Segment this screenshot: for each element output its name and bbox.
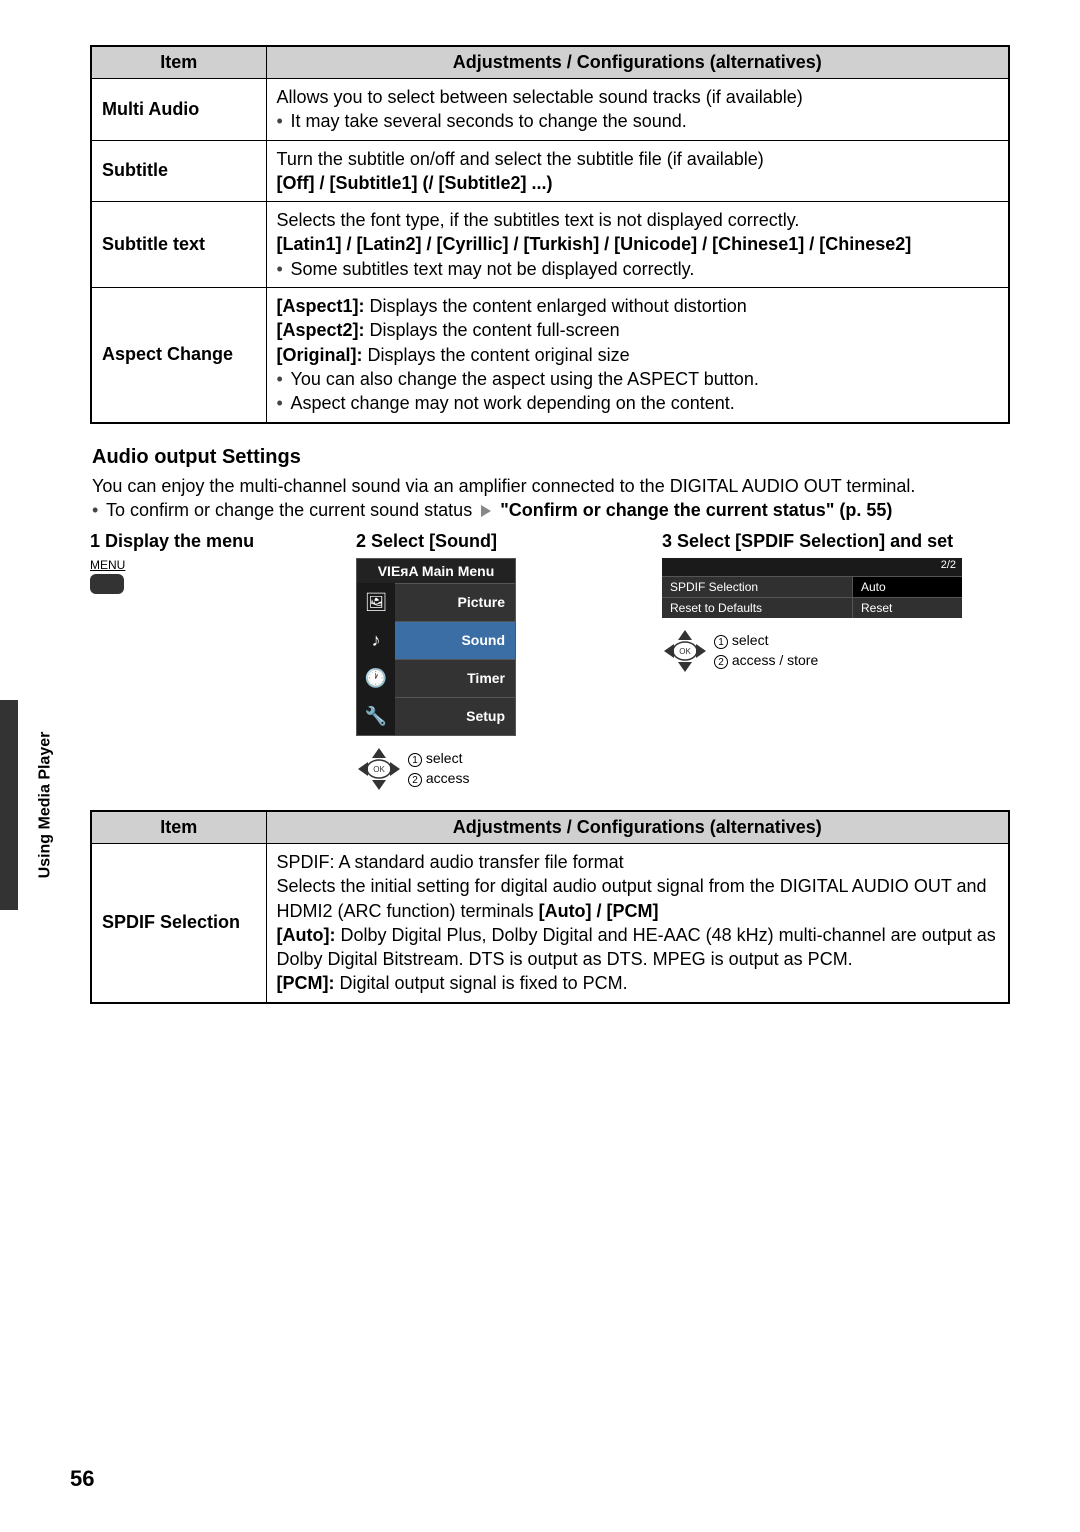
item-desc: SPDIF: A standard audio transfer file fo…: [266, 843, 1009, 1002]
item-label: Aspect Change: [91, 288, 266, 423]
col-adjust: Adjustments / Configurations (alternativ…: [266, 46, 1009, 79]
step-3: 3 Select [SPDIF Selection] and set 2/2 S…: [662, 531, 1010, 792]
spdif-panel: 2/2 SPDIF Selection Auto Reset to Defaul…: [662, 558, 962, 618]
setup-icon: 🔧: [357, 697, 395, 735]
row-aspect-change: Aspect Change [Aspect1]: Displays the co…: [91, 288, 1009, 423]
step-2: 2 Select [Sound] VIEᴙA Main Menu 🖼 Pictu…: [356, 531, 646, 792]
svg-text:OK: OK: [373, 765, 385, 774]
picture-icon: 🖼: [357, 583, 395, 621]
ok-nav-2: OK 1 select 2 access: [356, 746, 646, 792]
audio-output-heading: Audio output Settings: [92, 446, 1010, 469]
spdif-table: Item Adjustments / Configurations (alter…: [90, 810, 1010, 1004]
row-multi-audio: Multi Audio Allows you to select between…: [91, 79, 1009, 141]
viera-item-timer: 🕐 Timer: [357, 659, 515, 697]
options-table-1: Item Adjustments / Configurations (alter…: [90, 45, 1010, 424]
item-desc: [Aspect1]: Displays the content enlarged…: [266, 288, 1009, 423]
item-label: SPDIF Selection: [91, 843, 266, 1002]
menu-label: MENU: [90, 558, 340, 572]
viera-title: VIEᴙA Main Menu: [357, 559, 515, 583]
sound-icon: ♪: [357, 621, 395, 659]
col-item: Item: [91, 811, 266, 844]
item-desc: Selects the font type, if the subtitles …: [266, 202, 1009, 288]
viera-main-menu: VIEᴙA Main Menu 🖼 Picture ♪ Sound 🕐 Time…: [356, 558, 516, 736]
row-subtitle: Subtitle Turn the subtitle on/off and se…: [91, 140, 1009, 202]
menu-button-icon: [90, 574, 124, 594]
row-subtitle-text: Subtitle text Selects the font type, if …: [91, 202, 1009, 288]
timer-icon: 🕐: [357, 659, 395, 697]
confirm-row: To confirm or change the current sound s…: [92, 500, 1010, 521]
viera-item-picture: 🖼 Picture: [357, 583, 515, 621]
item-label: Subtitle text: [91, 202, 266, 288]
reset-defaults-row: Reset to Defaults Reset: [662, 597, 962, 618]
viera-item-sound: ♪ Sound: [357, 621, 515, 659]
col-item: Item: [91, 46, 266, 79]
side-tab: Using Media Player: [30, 700, 60, 910]
row-spdif-selection: SPDIF Selection SPDIF: A standard audio …: [91, 843, 1009, 1002]
arrow-icon: [481, 505, 491, 517]
ok-nav-3: OK 1 select 2 access / store: [662, 628, 1010, 674]
viera-item-setup: 🔧 Setup: [357, 697, 515, 735]
item-desc: Turn the subtitle on/off and select the …: [266, 140, 1009, 202]
svg-text:OK: OK: [679, 647, 691, 656]
col-adjust: Adjustments / Configurations (alternativ…: [266, 811, 1009, 844]
spdif-page-indicator: 2/2: [662, 558, 962, 576]
item-label: Multi Audio: [91, 79, 266, 141]
steps-row: 1 Display the menu MENU 2 Select [Sound]…: [90, 531, 1010, 792]
audio-output-para: You can enjoy the multi-channel sound vi…: [92, 475, 1010, 498]
item-desc: Allows you to select between selectable …: [266, 79, 1009, 141]
spdif-selection-row: SPDIF Selection Auto: [662, 576, 962, 597]
dpad-icon: OK: [662, 628, 708, 674]
dpad-icon: OK: [356, 746, 402, 792]
item-label: Subtitle: [91, 140, 266, 202]
step-1: 1 Display the menu MENU: [90, 531, 340, 792]
page-number: 56: [70, 1466, 94, 1492]
